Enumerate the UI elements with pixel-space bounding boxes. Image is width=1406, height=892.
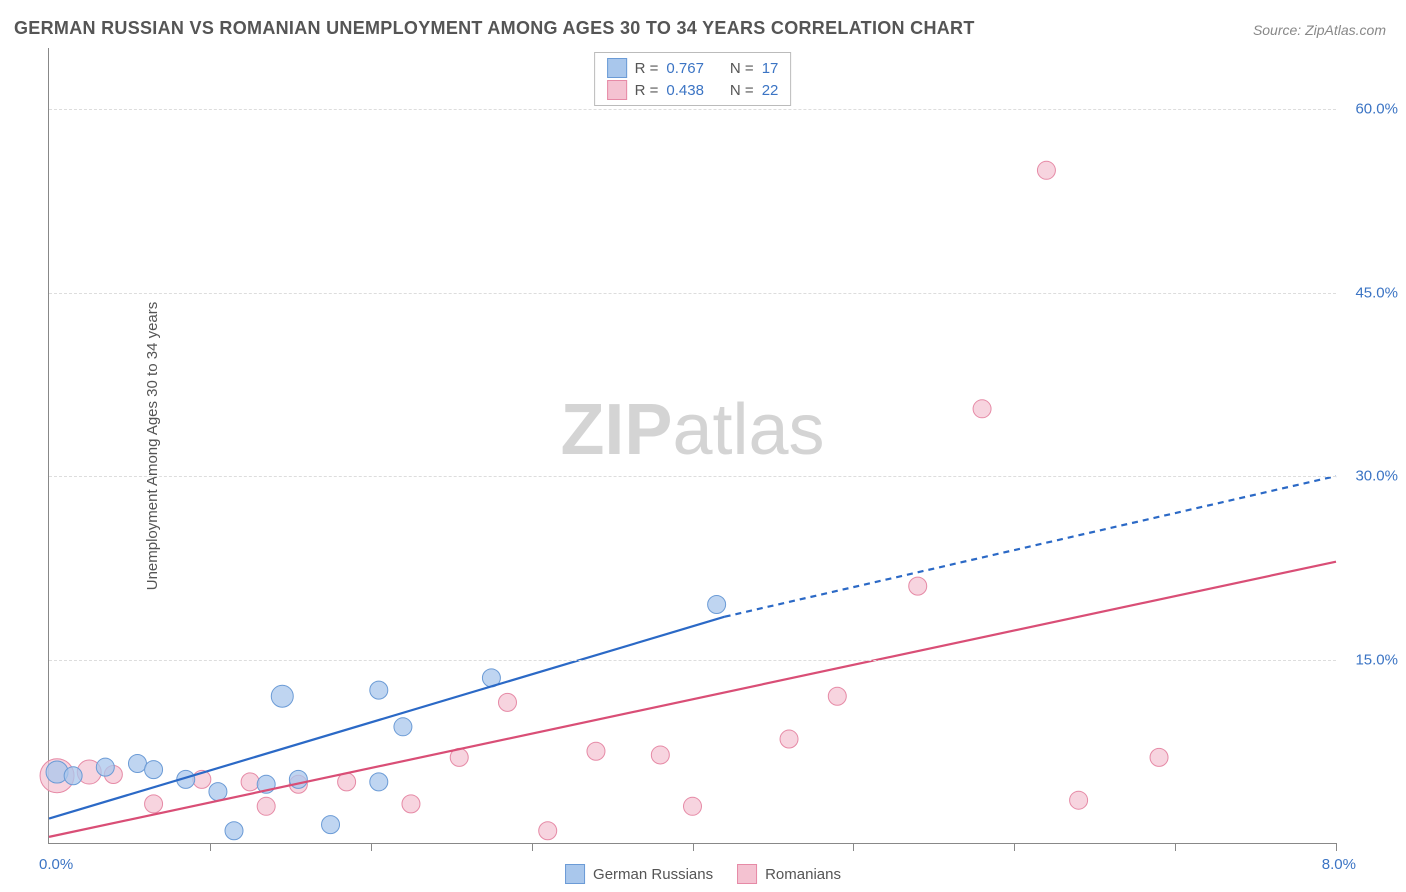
n-label-1: N =: [730, 82, 754, 99]
x-axis-max-label: 8.0%: [1322, 856, 1356, 873]
data-point: [96, 758, 114, 776]
swatch-german-russians: [607, 58, 627, 78]
trend-line: [725, 476, 1336, 617]
x-tick: [1014, 843, 1015, 851]
r-value-0: 0.767: [666, 60, 704, 77]
r-label-1: R =: [635, 82, 659, 99]
legend-label-german-russians: German Russians: [593, 866, 713, 883]
x-axis-min-label: 0.0%: [39, 856, 73, 873]
data-point: [145, 761, 163, 779]
gridline: [49, 476, 1336, 477]
r-value-1: 0.438: [666, 82, 704, 99]
data-point: [1037, 161, 1055, 179]
y-tick-label: 15.0%: [1355, 651, 1398, 668]
legend-item-german-russians: German Russians: [565, 864, 713, 884]
trend-line: [49, 617, 725, 819]
gridline: [49, 109, 1336, 110]
data-point: [402, 795, 420, 813]
gridline: [49, 660, 1336, 661]
x-tick: [1336, 843, 1337, 851]
n-label-0: N =: [730, 60, 754, 77]
data-point: [394, 718, 412, 736]
data-point: [370, 773, 388, 791]
data-point: [370, 681, 388, 699]
data-point: [209, 783, 227, 801]
data-point: [587, 742, 605, 760]
data-point: [828, 687, 846, 705]
data-point: [539, 822, 557, 840]
legend-label-romanians: Romanians: [765, 866, 841, 883]
legend-item-romanians: Romanians: [737, 864, 841, 884]
plot-area: ZIPatlas R = 0.767 N = 17 R = 0.438 N = …: [48, 48, 1336, 844]
x-tick: [693, 843, 694, 851]
data-point: [1150, 748, 1168, 766]
data-point: [1070, 791, 1088, 809]
data-point: [241, 773, 259, 791]
data-point: [271, 685, 293, 707]
chart-svg: [49, 48, 1336, 843]
swatch-bottom-romanians: [737, 864, 757, 884]
data-point: [973, 400, 991, 418]
correlation-legend: R = 0.767 N = 17 R = 0.438 N = 22: [594, 52, 792, 106]
y-tick-label: 30.0%: [1355, 468, 1398, 485]
legend-row-german-russians: R = 0.767 N = 17: [607, 57, 779, 79]
data-point: [322, 816, 340, 834]
data-point: [651, 746, 669, 764]
data-point: [498, 693, 516, 711]
r-label-0: R =: [635, 60, 659, 77]
x-tick: [371, 843, 372, 851]
data-point: [708, 596, 726, 614]
y-tick-label: 45.0%: [1355, 284, 1398, 301]
source-attribution: Source: ZipAtlas.com: [1253, 22, 1386, 38]
x-tick: [532, 843, 533, 851]
n-value-1: 22: [762, 82, 779, 99]
data-point: [128, 755, 146, 773]
series-legend: German Russians Romanians: [565, 864, 841, 884]
data-point: [145, 795, 163, 813]
gridline: [49, 293, 1336, 294]
data-point: [257, 797, 275, 815]
x-tick: [1175, 843, 1176, 851]
data-point: [909, 577, 927, 595]
x-tick: [853, 843, 854, 851]
data-point: [225, 822, 243, 840]
legend-row-romanians: R = 0.438 N = 22: [607, 79, 779, 101]
chart-title: GERMAN RUSSIAN VS ROMANIAN UNEMPLOYMENT …: [14, 18, 975, 39]
data-point: [64, 767, 82, 785]
y-tick-label: 60.0%: [1355, 101, 1398, 118]
swatch-romanians: [607, 80, 627, 100]
x-tick: [210, 843, 211, 851]
n-value-0: 17: [762, 60, 779, 77]
swatch-bottom-german-russians: [565, 864, 585, 884]
data-point: [684, 797, 702, 815]
trend-line: [49, 562, 1336, 837]
data-point: [780, 730, 798, 748]
